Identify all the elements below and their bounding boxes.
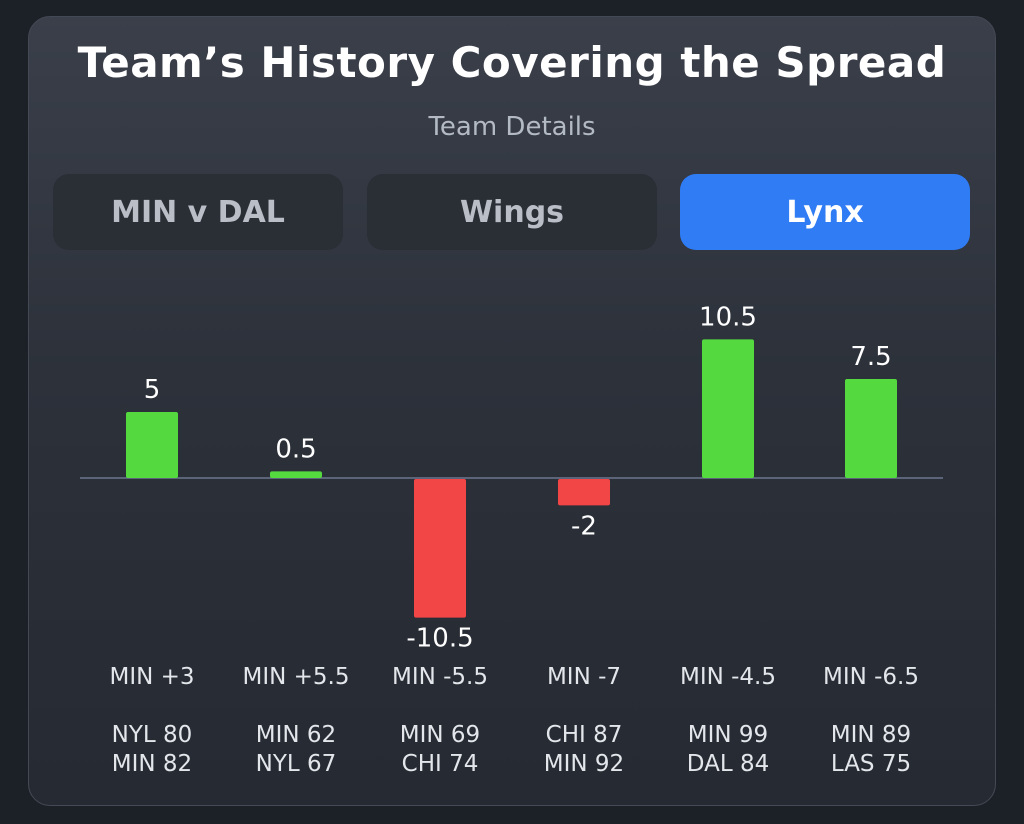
value-label-2: -10.5 [406, 624, 473, 654]
chart-card [28, 16, 996, 806]
bar-1 [270, 471, 322, 478]
chart-subtitle: Team Details [428, 112, 596, 142]
bar-3 [558, 479, 610, 506]
chart-title: Team’s History Covering the Spread [77, 38, 947, 87]
value-label-4: 10.5 [699, 302, 757, 332]
category-label-4: MIN -4.5 [679, 664, 777, 690]
score-label-5-0: MIN 89 [830, 722, 912, 748]
bar-4 [702, 339, 754, 478]
score-label-3-1: MIN 92 [543, 751, 625, 777]
category-label-2: MIN -5.5 [391, 664, 489, 690]
score-label-0-0: NYL 80 [111, 722, 193, 748]
score-label-1-0: MIN 62 [255, 722, 337, 748]
score-label-4-1: DAL 84 [686, 751, 770, 777]
score-label-2-0: MIN 69 [399, 722, 481, 748]
bar-0 [126, 412, 178, 478]
tab-wings[interactable]: Wings [367, 174, 657, 250]
value-label-0: 5 [144, 375, 161, 405]
bar-2 [414, 479, 466, 618]
category-label-0: MIN +3 [109, 664, 195, 690]
category-label-3: MIN -7 [546, 664, 622, 690]
score-label-2-1: CHI 74 [401, 751, 479, 777]
value-label-5: 7.5 [850, 342, 891, 372]
value-label-3: -2 [571, 511, 597, 541]
score-label-0-1: MIN 82 [111, 751, 193, 777]
value-label-1: 0.5 [275, 434, 316, 464]
bar-5 [845, 379, 897, 478]
score-label-1-1: NYL 67 [255, 751, 337, 777]
category-label-1: MIN +5.5 [242, 664, 350, 690]
tab-min-v-dal[interactable]: MIN v DAL [53, 174, 343, 250]
score-label-5-1: LAS 75 [830, 751, 912, 777]
category-label-5: MIN -6.5 [822, 664, 920, 690]
score-label-4-0: MIN 99 [687, 722, 769, 748]
tab-lynx[interactable]: Lynx [680, 174, 970, 250]
score-label-3-0: CHI 87 [545, 722, 623, 748]
